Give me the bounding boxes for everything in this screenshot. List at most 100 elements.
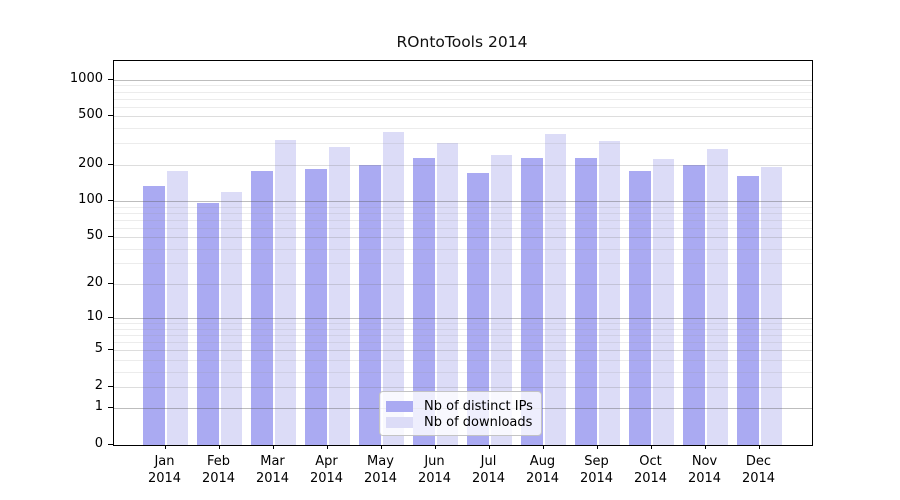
bar-downloads-nov [706,149,728,445]
bar-downloads-jul [490,155,512,445]
grid-layer [114,61,812,445]
gridline-200 [114,164,812,166]
y-tick-mark [108,200,113,201]
gridline-600 [114,106,812,108]
month-label: Mar [260,454,285,469]
legend-swatch-downloads [386,416,413,428]
gridline-400 [114,128,812,130]
month-label: Jan [154,454,175,469]
gridline-9 [114,323,812,325]
gridline-8 [114,328,812,330]
x-tick-mark [272,445,274,449]
y-tick-label: 100 [78,192,103,207]
y-tick-label: 10 [86,309,103,325]
y-tick-mark [108,236,113,238]
year-label: 2014 [471,471,506,486]
bar-ips-aug [521,157,543,445]
y-tick-label: 500 [78,107,103,123]
legend-row: Nb of downloads [386,414,533,430]
legend-label: Nb of distinct IPs [424,398,533,414]
y-tick-label: 20 [86,275,103,290]
y-tick-mark [108,317,113,319]
month-label: May [367,454,394,469]
bar-ips-sep [575,158,597,445]
year-label: 2014 [255,471,290,486]
bar-downloads-may [382,132,404,445]
month-label: Sep [584,454,609,469]
year-label: 2014 [201,471,236,486]
month-label: Feb [206,454,231,469]
gridline-90 [114,206,812,208]
gridline-30 [114,263,812,265]
gridline-300 [114,143,812,145]
legend-label: Nb of downloads [424,414,533,430]
gridline-70 [114,219,812,221]
gridline-5 [114,350,812,352]
y-tick-label: 5 [94,341,103,357]
y-tick-mark [108,385,113,387]
x-tick-mark [596,445,598,449]
bar-downloads-sep [598,141,620,445]
gridline-500 [114,116,812,118]
year-label: 2014 [363,471,398,486]
year-label: 2014 [741,471,776,486]
y-tick-label: 2 [94,377,103,393]
plot-area: Nb of distinct IPs Nb of downloads [113,60,813,446]
year-label: 2014 [633,471,668,486]
gridline-3 [114,371,812,373]
gridline-6 [114,342,812,344]
x-tick-label-dec: Dec 2014 [727,453,791,487]
bar-ips-apr [305,169,327,445]
y-tick-label: 1000 [69,70,103,86]
y-tick-mark [108,115,113,117]
month-label: Apr [315,454,338,469]
x-tick-label-apr: Apr 2014 [295,453,359,487]
bar-downloads-mar [274,139,296,445]
legend-row: Nb of distinct IPs [386,398,533,414]
month-label: Aug [529,454,556,469]
y-tick-mark [108,163,113,165]
bar-downloads-feb [220,192,242,445]
gridline-4 [114,359,812,361]
bar-ips-nov [683,164,705,445]
bar-downloads-apr [328,147,350,445]
gridline-1000 [114,79,812,81]
x-tick-mark [704,445,706,449]
month-label: Dec [745,454,772,469]
bar-ips-feb [197,202,219,445]
y-tick-label: 1 [94,399,103,415]
bar-downloads-jun [436,143,458,445]
gridline-10 [114,318,812,320]
gridline-20 [114,284,812,285]
legend-swatch-ips [386,400,413,412]
x-tick-mark [650,445,652,449]
gridline-40 [114,248,812,250]
year-label: 2014 [579,471,614,486]
x-tick-mark [488,445,490,449]
year-label: 2014 [147,471,182,486]
bar-ips-jan [143,186,165,445]
year-label: 2014 [309,471,344,486]
gridline-100 [114,201,812,202]
gridline-80 [114,212,812,214]
gridline-800 [114,91,812,93]
chart-title: ROntoTools 2014 [396,33,528,51]
y-tick-mark [108,349,113,351]
x-tick-label-nov: Nov 2014 [673,453,737,487]
y-tick-label: 200 [78,155,103,171]
x-tick-label-oct: Oct 2014 [619,453,683,487]
x-tick-label-jun: Jun 2014 [403,453,467,487]
month-label: Nov [691,454,718,469]
bars-layer [114,61,812,445]
bar-downloads-dec [760,166,782,445]
year-label: 2014 [417,471,452,486]
bar-downloads-jan [166,171,188,445]
year-label: 2014 [687,471,722,486]
month-label: Jul [480,454,497,469]
x-tick-mark [542,445,544,449]
month-label: Oct [639,454,662,469]
y-tick-mark [108,444,113,445]
bar-ips-oct [629,170,651,445]
x-tick-mark [380,445,382,449]
